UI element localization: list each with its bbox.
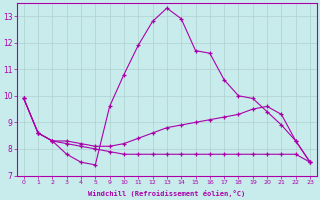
X-axis label: Windchill (Refroidissement éolien,°C): Windchill (Refroidissement éolien,°C) [88,190,245,197]
